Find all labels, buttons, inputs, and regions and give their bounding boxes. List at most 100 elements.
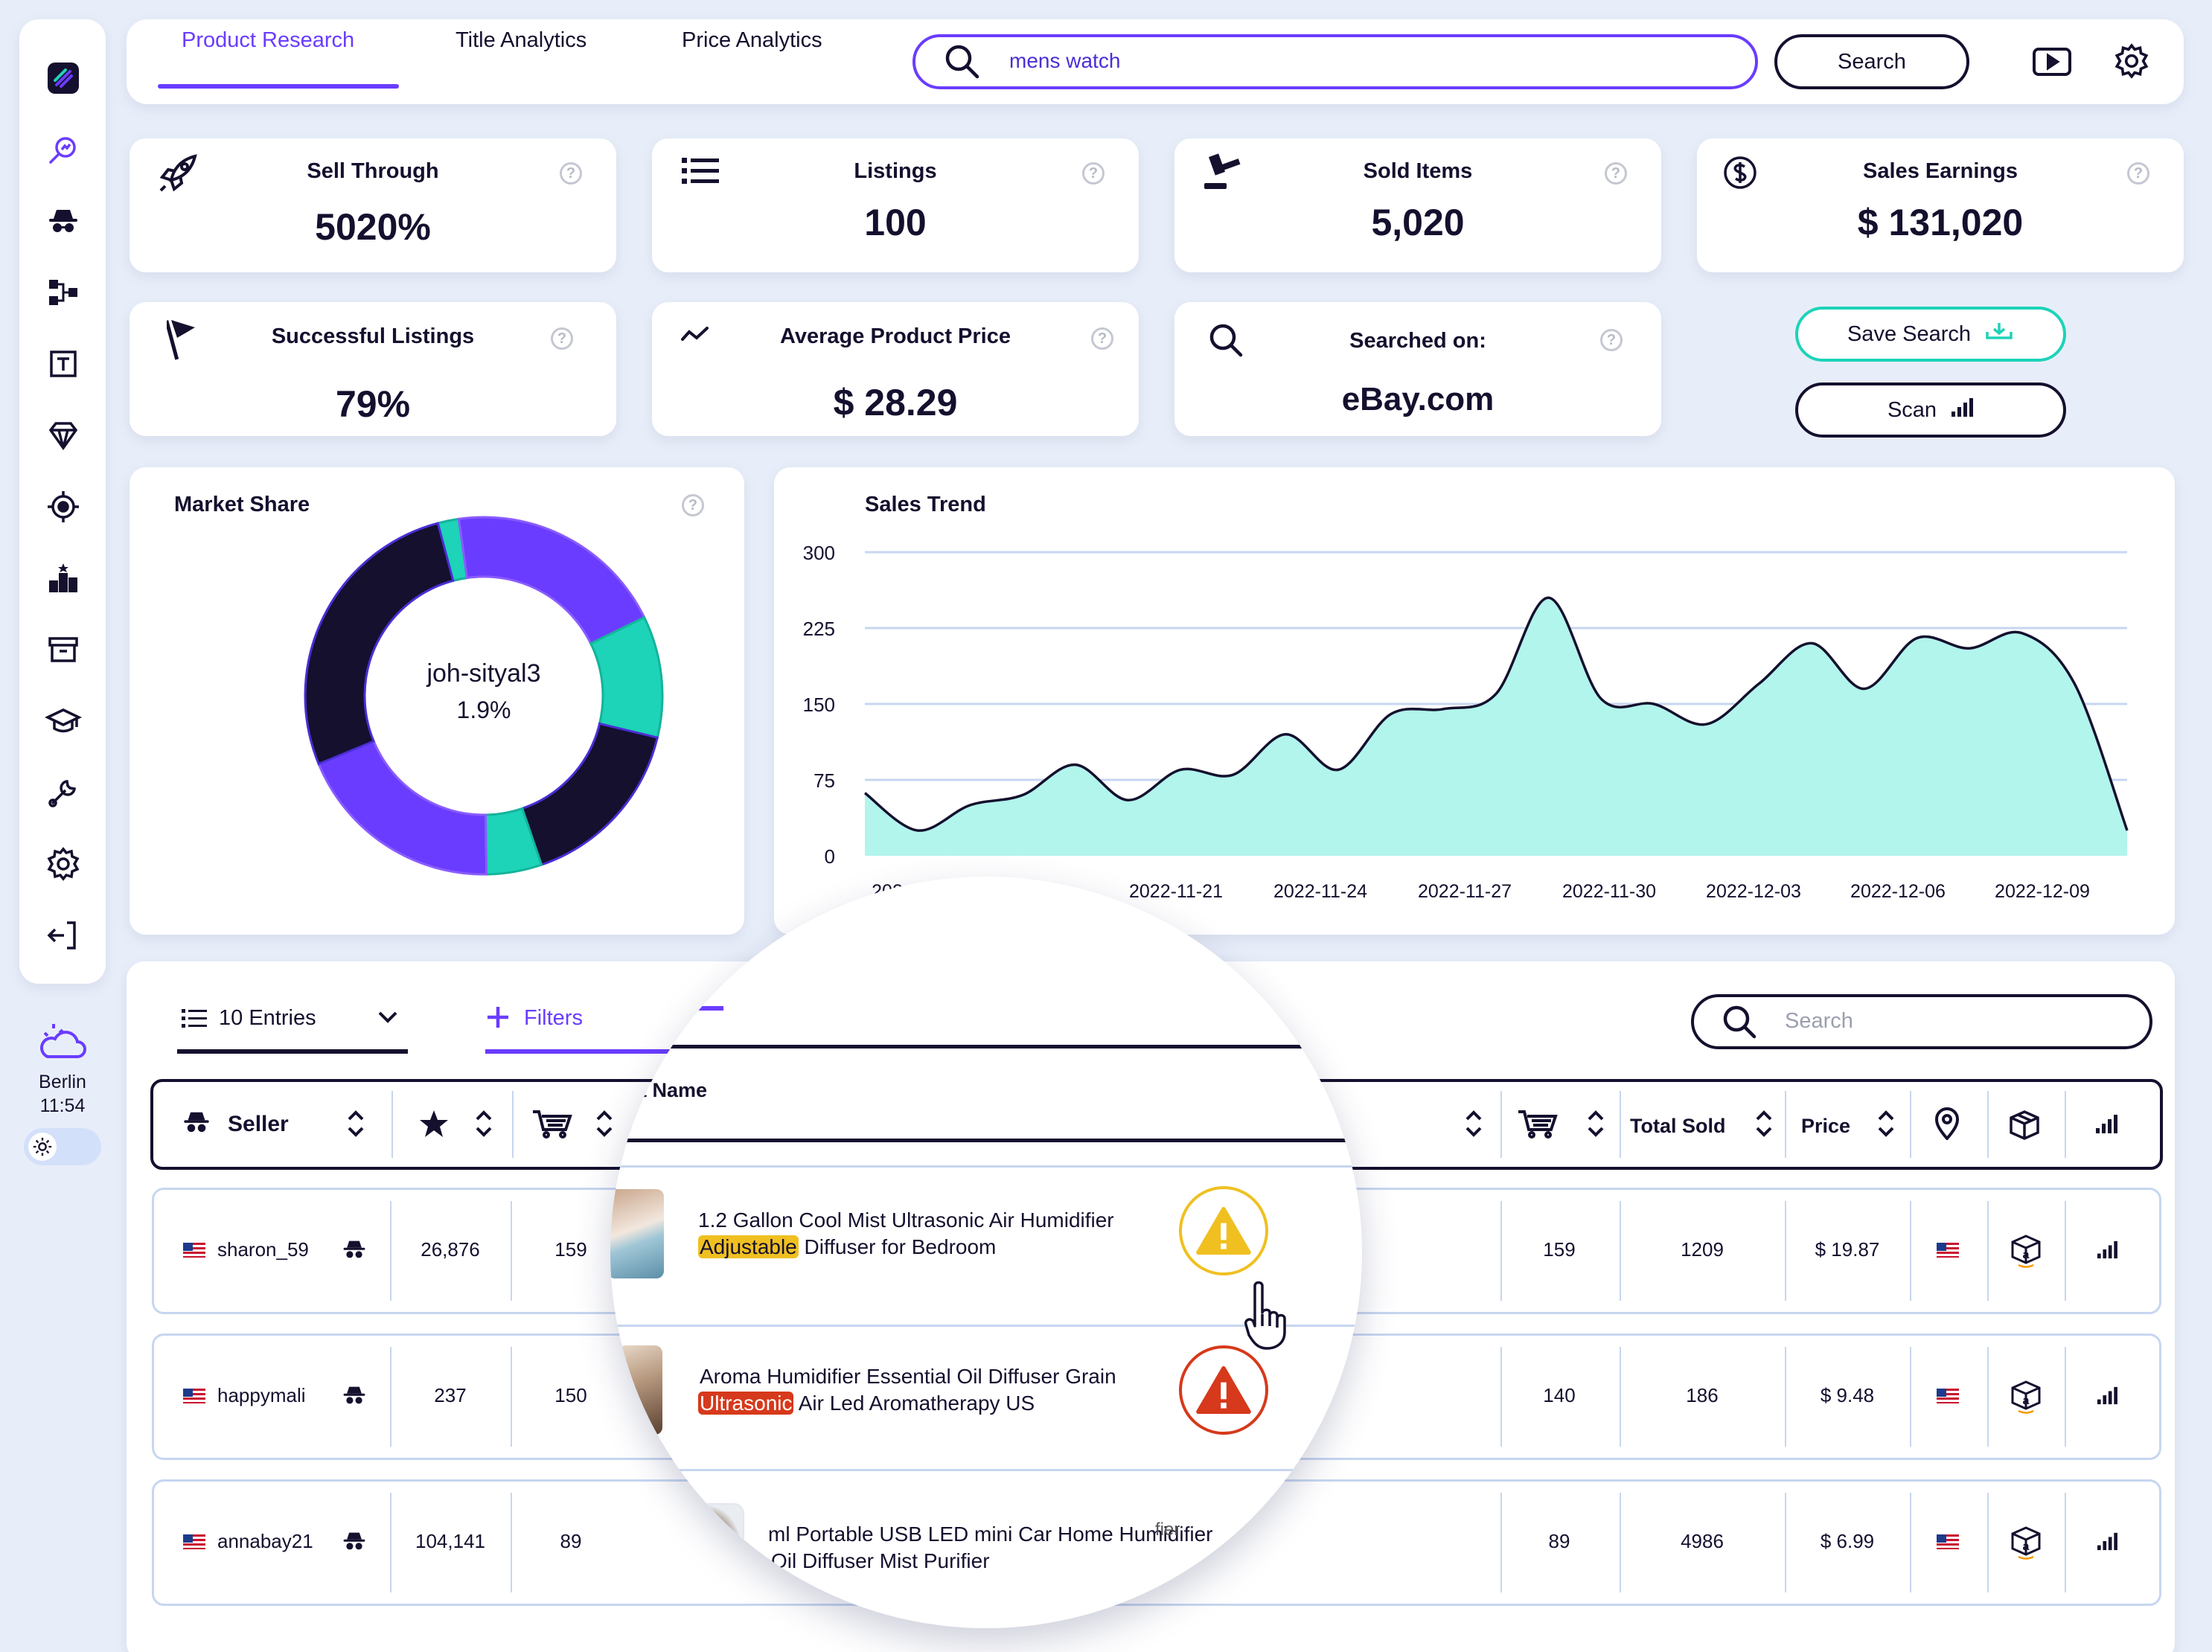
us-flag-icon: [183, 1243, 205, 1258]
help-icon[interactable]: ?: [1605, 162, 1627, 185]
search-input[interactable]: [912, 34, 1758, 89]
column-divider: [1500, 1493, 1502, 1592]
column-divider: [390, 1201, 391, 1301]
product-title-line2[interactable]: Adjustable Diffuser for Bedroom: [698, 1235, 996, 1259]
tab-title-analytics[interactable]: Title Analytics: [455, 28, 587, 52]
sort-icon[interactable]: [1585, 1109, 1606, 1142]
signal-bars-icon[interactable]: [2096, 1386, 2118, 1405]
price: $ 6.99: [1820, 1530, 1875, 1552]
product-title-line1[interactable]: ml Portable USB LED mini Car Home Humidi…: [768, 1523, 1213, 1546]
donut-slice[interactable]: [304, 522, 455, 766]
tools-icon[interactable]: [45, 774, 82, 811]
warning-yellow-icon[interactable]: [1179, 1186, 1268, 1275]
flow-icon[interactable]: [45, 274, 82, 311]
active-tab-indicator: [158, 84, 399, 89]
entries-select[interactable]: 10 Entries: [219, 1006, 316, 1030]
plus-icon[interactable]: [485, 1005, 511, 1030]
help-icon[interactable]: ?: [551, 327, 573, 350]
graduation-cap-icon[interactable]: [44, 702, 83, 740]
spy-icon[interactable]: [339, 1235, 369, 1264]
signal-bars-icon: [1950, 397, 1974, 423]
sort-icon[interactable]: [1754, 1109, 1774, 1142]
help-icon[interactable]: ?: [1082, 162, 1105, 185]
product-thumbnail[interactable]: [610, 1189, 664, 1278]
total-sold: 186: [1686, 1384, 1719, 1406]
theme-toggle[interactable]: [24, 1128, 101, 1165]
help-icon[interactable]: ?: [1600, 329, 1623, 351]
donut-slice[interactable]: [520, 722, 659, 867]
sort-icon[interactable]: [594, 1109, 615, 1142]
header-total-sold[interactable]: Total Sold: [1630, 1115, 1726, 1137]
product-thumbnail[interactable]: [618, 1345, 662, 1435]
help-icon[interactable]: ?: [2127, 162, 2149, 185]
signal-bars-icon[interactable]: [2096, 1531, 2118, 1551]
search-icon: [1721, 1003, 1758, 1040]
product-title-line1[interactable]: 1.2 Gallon Cool Mist Ultrasonic Air Humi…: [698, 1208, 1114, 1232]
signal-bars-icon[interactable]: [2096, 1240, 2118, 1259]
seller-name[interactable]: annabay21: [217, 1530, 313, 1552]
column-divider: [1910, 1201, 1911, 1301]
amazon-box-icon[interactable]: a: [2010, 1525, 2042, 1560]
target-icon[interactable]: [45, 488, 82, 525]
header-seller[interactable]: Seller: [228, 1112, 289, 1136]
amazon-box-icon[interactable]: a: [2010, 1380, 2042, 1414]
scan-button[interactable]: Scan: [1795, 382, 2066, 438]
searched-on-card: Searched on: eBay.com ?: [1174, 302, 1661, 436]
filters-underline-zoom: [655, 1006, 723, 1011]
donut-slice[interactable]: [457, 516, 646, 645]
header-price[interactable]: Price: [1801, 1115, 1851, 1137]
header-product-name[interactable]: t Name: [640, 1079, 708, 1101]
diamond-icon[interactable]: [45, 417, 82, 454]
location-pin-icon: [1932, 1107, 1962, 1144]
product-title-line2[interactable]: Oil Diffuser Mist Purifier: [771, 1549, 990, 1572]
product-title-line2[interactable]: Ultrasonic Air Led Aromatherapy US: [698, 1392, 1035, 1415]
sold-count-secondary: 159: [1543, 1238, 1576, 1261]
chevron-down-icon[interactable]: [377, 1009, 399, 1025]
title-icon[interactable]: [45, 345, 82, 382]
tab-price-analytics[interactable]: Price Analytics: [682, 28, 822, 52]
sort-icon[interactable]: [1463, 1109, 1484, 1142]
help-icon[interactable]: ?: [682, 494, 704, 516]
us-flag-icon: [1937, 1243, 1959, 1258]
video-play-icon[interactable]: [2032, 45, 2072, 79]
sold-count: 159: [554, 1238, 587, 1261]
column-divider: [511, 1347, 512, 1447]
save-search-button[interactable]: Save Search: [1795, 307, 2066, 362]
sales-trend-chart: 07515022530020211-182022-11-212022-11-24…: [803, 542, 2129, 902]
warning-red-icon[interactable]: [1179, 1345, 1268, 1435]
seller-name[interactable]: happymali: [217, 1384, 306, 1406]
search-button[interactable]: Search: [1774, 34, 1969, 89]
sort-icon[interactable]: [345, 1109, 366, 1142]
sort-icon[interactable]: [1876, 1109, 1896, 1142]
logout-icon[interactable]: [45, 917, 82, 954]
donut-slice[interactable]: [317, 740, 488, 876]
table-search-input[interactable]: [1691, 994, 2152, 1049]
spy-icon[interactable]: [45, 202, 82, 240]
list-icon: [682, 156, 720, 186]
sales-area: [865, 598, 2127, 856]
filters-button[interactable]: Filters: [524, 1006, 583, 1030]
entries-underline: [177, 1049, 408, 1054]
product-title-line1[interactable]: Aroma Humidifier Essential Oil Diffuser …: [700, 1365, 1116, 1388]
x-tick-label: 2022-12-09: [1995, 881, 2090, 902]
logo-icon[interactable]: [45, 60, 82, 97]
seller-feedback: 104,141: [415, 1530, 485, 1552]
us-flag-icon: [1937, 1389, 1959, 1403]
amazon-box-icon[interactable]: a: [2010, 1234, 2042, 1268]
podium-icon[interactable]: [45, 560, 82, 597]
gear-icon[interactable]: [45, 845, 82, 883]
tab-product-research[interactable]: Product Research: [182, 28, 355, 52]
gear-icon[interactable]: [2112, 42, 2151, 80]
product-thumbnail[interactable]: [670, 1503, 744, 1585]
sales-line: [863, 596, 2129, 832]
sort-icon[interactable]: [473, 1109, 494, 1142]
column-divider: [1785, 1347, 1786, 1447]
archive-icon[interactable]: [45, 631, 82, 668]
spy-icon[interactable]: [339, 1527, 369, 1555]
seller-name[interactable]: sharon_59: [217, 1238, 309, 1261]
stat-title: Sold Items: [1363, 159, 1473, 183]
spy-icon[interactable]: [339, 1381, 369, 1409]
help-icon[interactable]: ?: [1091, 327, 1113, 350]
help-icon[interactable]: ?: [560, 162, 582, 185]
search-analytics-icon[interactable]: [45, 131, 82, 168]
